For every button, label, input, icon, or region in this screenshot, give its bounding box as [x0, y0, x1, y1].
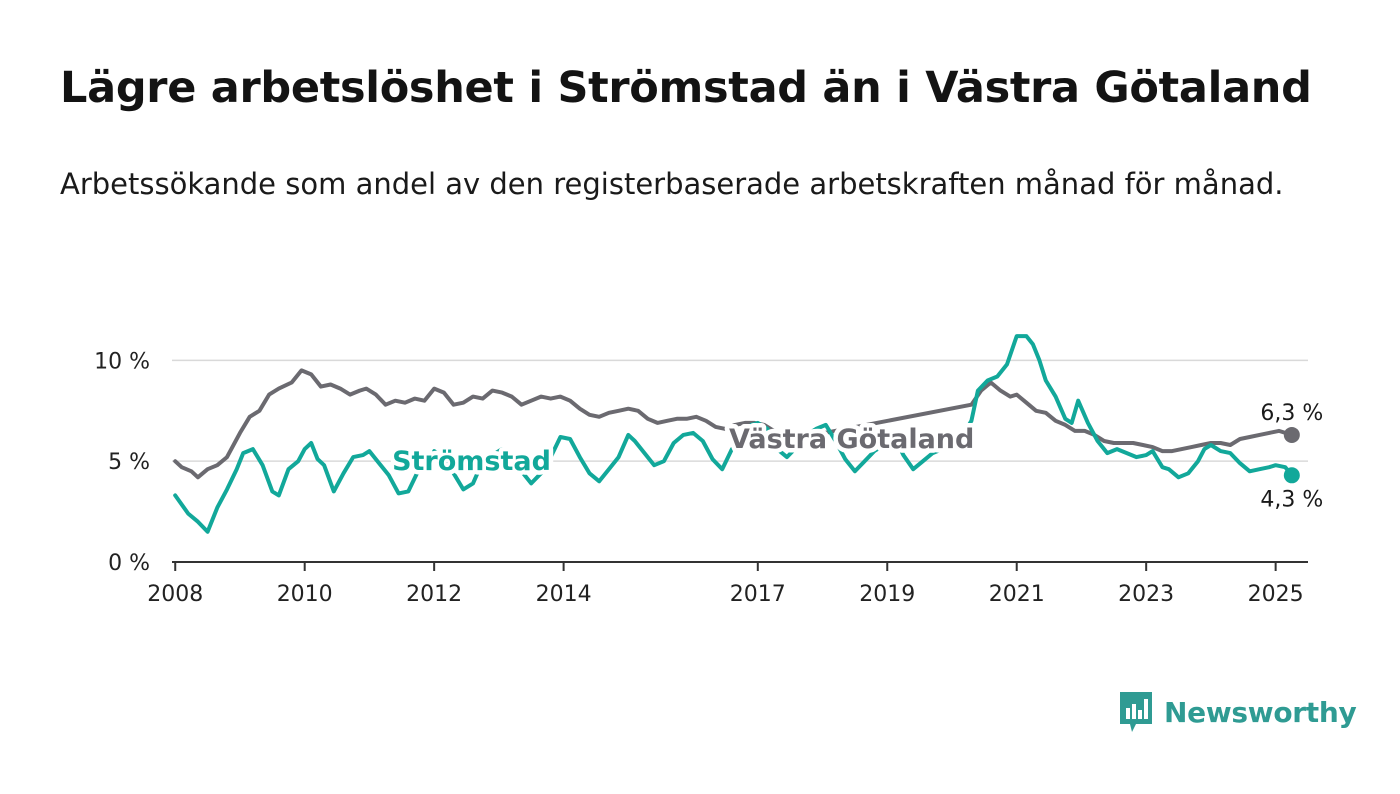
y-tick-label: 5 % — [108, 450, 150, 475]
brand-name: Newsworthy — [1164, 695, 1357, 729]
newsworthy-logo-icon — [1120, 692, 1152, 732]
end-point-v-stra-g-taland — [1283, 426, 1300, 443]
x-tick-label: 2017 — [730, 582, 786, 607]
x-tick-label: 2021 — [989, 582, 1045, 607]
series-lines — [173, 334, 1300, 534]
y-tick-label: 0 % — [108, 551, 150, 576]
x-tick-label: 2012 — [406, 582, 462, 607]
x-tick-label: 2023 — [1118, 582, 1174, 607]
x-tick-label: 2025 — [1248, 582, 1304, 607]
end-value-label: 6,3 % — [1260, 401, 1323, 426]
end-point-str-mstad — [1283, 467, 1300, 484]
chart-subtitle: Arbetssökande som andel av den registerb… — [60, 167, 1284, 201]
x-tick-label: 2014 — [536, 582, 592, 607]
end-value-label: 4,3 % — [1260, 487, 1323, 512]
x-tick-label: 2019 — [859, 582, 915, 607]
y-tick-label: 10 % — [94, 349, 150, 374]
axes: 0 % 5 % 10 % 2008 2010 2012 2014 2017 2019 2021 20… — [94, 349, 1308, 607]
series-labels: 6,3 % 4,3 % Strömstad Västra Götaland — [388, 401, 1324, 512]
series-name-label: Strömstad — [392, 446, 551, 477]
chart-title: Lägre arbetslöshet i Strömstad än i Väst… — [60, 63, 1312, 113]
brand-logo: Newsworthy — [1118, 688, 1357, 736]
line-str-mstad — [173, 334, 1294, 534]
line-v-stra-g-taland — [173, 368, 1294, 480]
series-name-label: Västra Götaland — [729, 424, 974, 455]
x-tick-label: 2008 — [147, 582, 203, 607]
gridlines — [172, 359, 1308, 462]
x-tick-label: 2010 — [277, 582, 333, 607]
